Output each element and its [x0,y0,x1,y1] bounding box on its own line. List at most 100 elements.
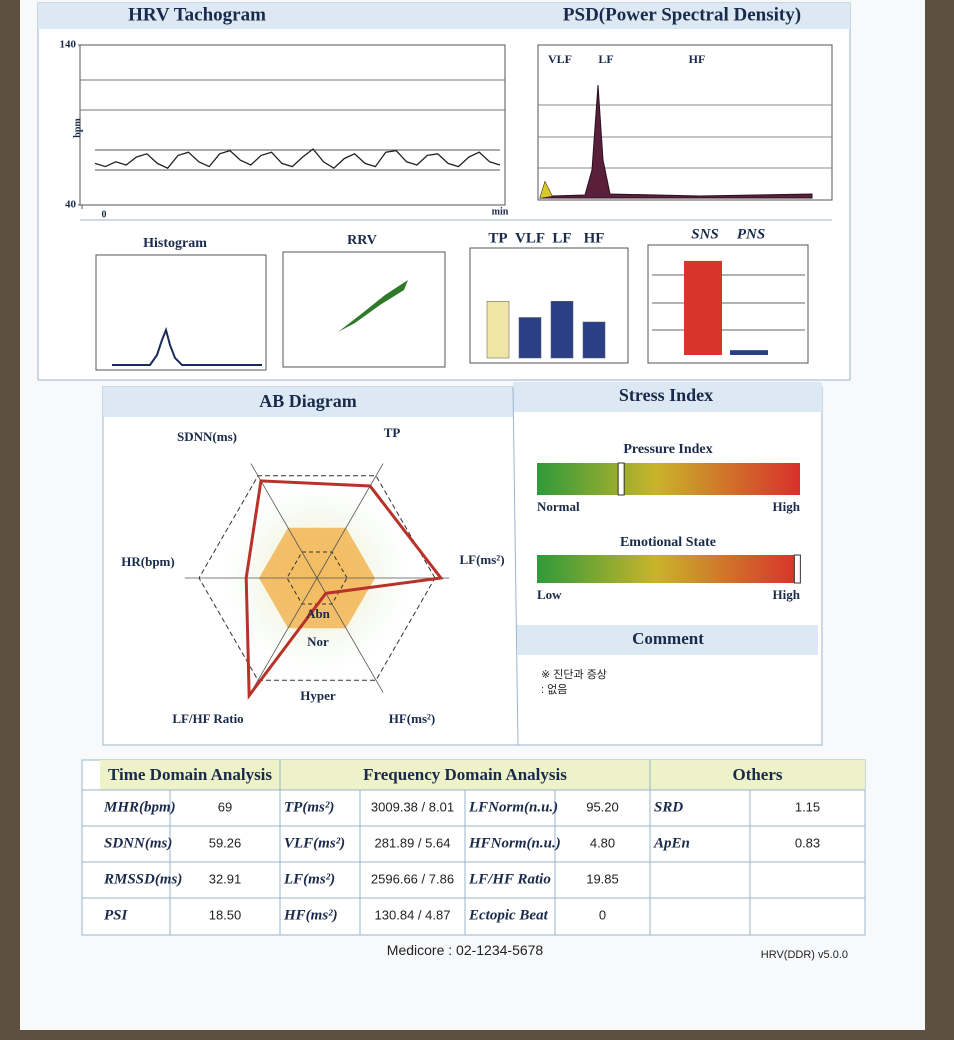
tachogram-line [94,148,501,170]
y-axis-label: bpm [72,118,83,138]
band-label: TP [488,230,507,246]
tachogram-frame [79,44,506,206]
psd-band-label: HF [689,52,706,66]
psd-frame [537,44,833,201]
band-label: VLF [515,230,545,246]
psd-band-label: LF [598,52,613,66]
table-value: 0 [599,907,606,922]
ab-axis-label: LF(ms²) [459,552,504,567]
psd-vlf [540,182,552,198]
ab-zone-label: Abn [306,606,331,621]
divider [512,386,519,746]
table-header: Others [732,765,782,784]
table-label: LF(ms²) [283,871,335,887]
table-value: 95.20 [586,799,619,814]
gauge-label: Pressure Index [623,442,712,457]
ab-title: AB Diagram [259,391,357,411]
band-bar [518,317,542,359]
table-value: 281.89 / 5.64 [375,835,451,850]
table-header: Time Domain Analysis [108,765,272,784]
x-axis-label: min [492,206,509,217]
y-tick-label: 40 [65,199,77,211]
ab-axis [316,463,384,579]
ab-title-bar [103,387,513,417]
ab-zone-label: Hyper [300,688,336,703]
ab-profile [244,479,444,700]
stress-title: Stress Index [619,385,713,405]
gauge-marker [617,462,625,496]
pressure-gauge [537,463,800,495]
x-tick-label: 0 [102,209,107,220]
stress-title-bar [513,382,822,412]
table-value: 0.83 [795,835,820,850]
ab-axis-label: SDNN(ms) [177,429,237,444]
footer-contact: Medicore : 02-1234-5678 [387,942,544,958]
table-label: TP(ms²) [284,799,334,815]
band-bar [550,301,574,359]
psd-band-label: VLF [548,52,572,66]
histogram-frame [95,254,267,371]
ab-axis-label: LF/HF Ratio [172,711,243,726]
histogram-title: Histogram [143,236,207,251]
table-label: Ectopic Beat [468,907,549,923]
table-header: Frequency Domain Analysis [363,765,567,784]
ab-axis-label: HF(ms²) [389,711,436,726]
table-value: 2596.66 / 7.86 [371,871,454,886]
band-bar [582,321,606,359]
comment-line: ※ 진단과 증상 [541,668,607,681]
title-bar [38,3,850,29]
table-label: SRD [654,799,683,815]
band-bar [486,301,510,359]
table-label: VLF(ms²) [284,835,345,851]
table-value: 69 [218,799,232,814]
footer-version: HRV(DDR) v5.0.0 [761,949,848,961]
ab-axis [250,577,318,693]
tachogram-title: HRV Tachogram [128,4,266,25]
gauge-high: High [773,499,801,514]
ab-zone-label: Nor [307,634,329,649]
gauge-low: Low [537,587,562,602]
emotional-gauge [537,555,800,583]
table-label: HFNorm(n.u.) [468,835,561,851]
ans-bar [730,350,768,355]
ab-axis-label: HR(bpm) [121,554,174,569]
rrv-frame [282,251,446,368]
ans-frame [647,244,809,364]
ans-label: SNS [691,226,719,242]
table-label: SDNN(ms) [104,835,172,851]
band-label: HF [584,230,605,246]
comment-title: Comment [632,629,704,648]
rrv-title: RRV [347,233,377,248]
band-label: LF [552,230,571,246]
comment-line: : 없음 [541,683,567,696]
table-label: MHR(bpm) [103,799,176,815]
table-header-bar [100,760,865,790]
table-label: LFNorm(n.u.) [468,799,558,815]
table-value: 4.80 [590,835,615,850]
gauge-high: High [773,587,801,602]
gauge-marker [793,554,801,584]
ans-label: PNS [737,226,765,242]
table-label: HF(ms²) [283,907,338,923]
table-value: 32.91 [209,871,242,886]
table-label: PSI [104,907,129,923]
gauge-label: Emotional State [620,535,716,550]
table-value: 18.50 [209,907,242,922]
table-value: 3009.38 / 8.01 [371,799,454,814]
ab-axis-label: TP [384,425,401,440]
gauge-low: Normal [537,499,580,514]
table-value: 59.26 [209,835,242,850]
psd-title: PSD(Power Spectral Density) [563,4,801,25]
table-value: 1.15 [795,799,820,814]
table-label: RMSSD(ms) [103,871,182,887]
histogram-shape [112,326,262,366]
rrv-cloud [338,280,408,332]
table-value: 19.85 [586,871,619,886]
comment-title-bar [517,625,818,655]
y-tick-label: 140 [60,39,77,51]
ab-axis [316,577,384,693]
table-value: 130.84 / 4.87 [375,907,451,922]
ans-bar [684,260,722,355]
